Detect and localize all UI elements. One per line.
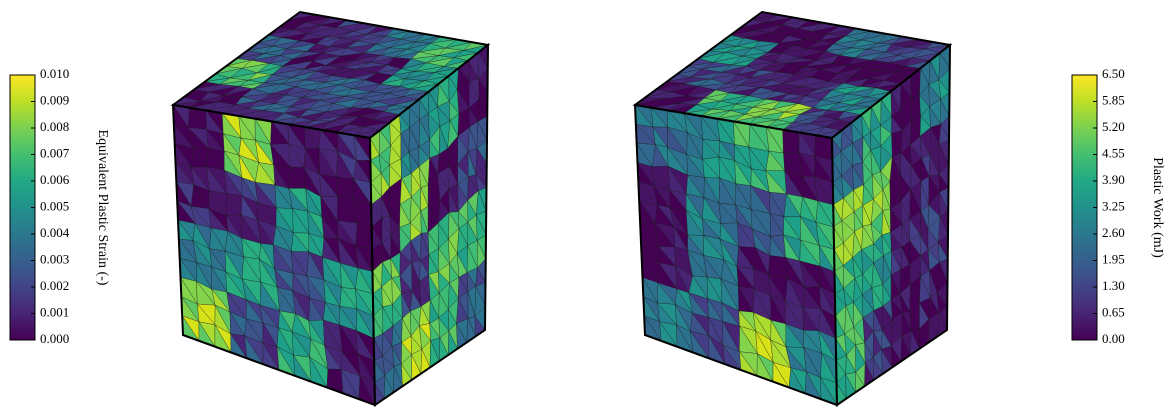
- mesh-cubes: [170, 10, 953, 407]
- colorbar: [1071, 74, 1098, 341]
- tick-label: 1.30: [1102, 278, 1125, 293]
- tick-label: 3.90: [1102, 172, 1125, 187]
- colorbar-title: Plastic Work (mJ): [1150, 157, 1165, 258]
- tick-label: 2.60: [1102, 225, 1125, 240]
- tick-label: 5.85: [1102, 92, 1125, 107]
- colorbar-title: Equivalent Plastic Strain (-): [95, 130, 110, 286]
- tick-label: 3.25: [1102, 198, 1125, 213]
- tick-label: 6.50: [1102, 66, 1125, 81]
- face-outline: [830, 42, 952, 407]
- tick-label: 0.004: [40, 225, 70, 240]
- tick-label: 0.65: [1102, 304, 1125, 319]
- tick-label: 0.005: [40, 198, 69, 213]
- tick-label: 0.000: [40, 331, 69, 346]
- face-outline: [368, 42, 490, 407]
- tick-label: 0.002: [40, 278, 69, 293]
- tick-label: 1.95: [1102, 251, 1125, 266]
- tick-label: 0.006: [40, 172, 70, 187]
- tick-label: 0.007: [40, 145, 70, 160]
- tick-label: 0.008: [40, 119, 69, 134]
- tick-label: 5.20: [1102, 119, 1125, 134]
- tick-label: 4.55: [1102, 145, 1125, 160]
- tick-label: 0.003: [40, 251, 69, 266]
- tick-label: 0.009: [40, 92, 69, 107]
- tick-label: 0.010: [40, 66, 69, 81]
- colorbar: [9, 74, 36, 341]
- tick-label: 0.00: [1102, 331, 1125, 346]
- tick-label: 0.001: [40, 304, 69, 319]
